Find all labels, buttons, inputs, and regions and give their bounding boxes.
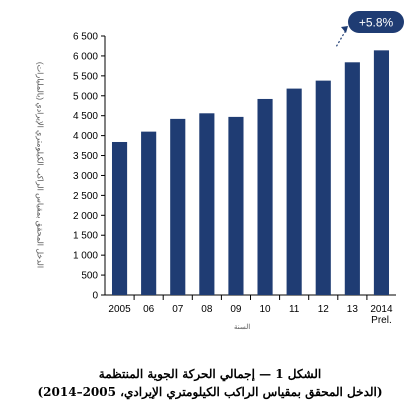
annotation-arrowhead xyxy=(341,26,348,33)
y-axis-label: الدخل المحقق بمقياس الراكب الكيلومتري ال… xyxy=(35,61,45,269)
x-tick-label: 13 xyxy=(347,304,359,315)
y-tick-label: 4 500 xyxy=(73,111,98,122)
y-tick-label: 5 500 xyxy=(73,71,98,82)
bar xyxy=(315,80,331,296)
x-tick-label: 10 xyxy=(259,304,271,315)
x-tick-label: 2005 xyxy=(108,304,131,315)
y-tick-label: 1 000 xyxy=(73,251,98,262)
y-tick-label: 4 000 xyxy=(73,131,98,142)
y-tick-label: 2 500 xyxy=(73,191,98,202)
x-tick-label: 06 xyxy=(143,304,155,315)
bar-chart-svg: 0 500 1 000 1 500 2 000 2 500 3 000 3 500 4 000 4… xyxy=(73,11,404,326)
x-tick-label: 12 xyxy=(318,304,330,315)
x-tick-label: 2014 xyxy=(370,304,393,315)
x-tick-label: 07 xyxy=(172,304,184,315)
bar xyxy=(257,98,273,295)
bar xyxy=(199,113,215,295)
x-axis-label: السنة xyxy=(234,324,251,331)
bar xyxy=(111,141,128,295)
y-tick-label: 500 xyxy=(81,271,98,282)
bar xyxy=(141,131,157,295)
y-tick-label: 6 000 xyxy=(73,51,98,62)
bar xyxy=(373,50,390,295)
x-tick-label: 08 xyxy=(201,304,213,315)
annotation-arrow-line xyxy=(335,29,347,47)
x-tick-label: 11 xyxy=(289,304,300,315)
y-tick-label: 5 000 xyxy=(73,91,98,102)
caption-line-1: الشكل 1 — إجمالي الحركة الجوية المنتظمة xyxy=(98,367,322,381)
bar xyxy=(344,62,360,295)
bar xyxy=(228,116,244,295)
chart: 0 500 1 000 1 500 2 000 2 500 3 000 3 500 4 000 4… xyxy=(35,11,404,331)
x-tick-sublabel: Prel. xyxy=(371,315,392,326)
x-tick-label: 09 xyxy=(230,304,242,315)
y-tick-label: 2 000 xyxy=(73,211,98,222)
y-tick-label: 3 500 xyxy=(73,151,98,162)
y-tick-label: 1 500 xyxy=(73,231,98,242)
y-tick-label: 0 xyxy=(92,291,98,302)
bar xyxy=(286,88,302,295)
bar xyxy=(170,118,186,295)
annotation-bubble xyxy=(348,11,404,33)
y-tick-label: 6 500 xyxy=(73,32,98,43)
annotation-text: +5.8% xyxy=(359,16,394,30)
y-tick-label: 3 000 xyxy=(73,171,98,182)
figure-caption: الشكل 1 — إجمالي الحركة الجوية المنتظمة … xyxy=(0,365,420,401)
caption-line-2: (الدخل المحقق بمقياس الراكب الكيلومتري ا… xyxy=(37,385,383,399)
